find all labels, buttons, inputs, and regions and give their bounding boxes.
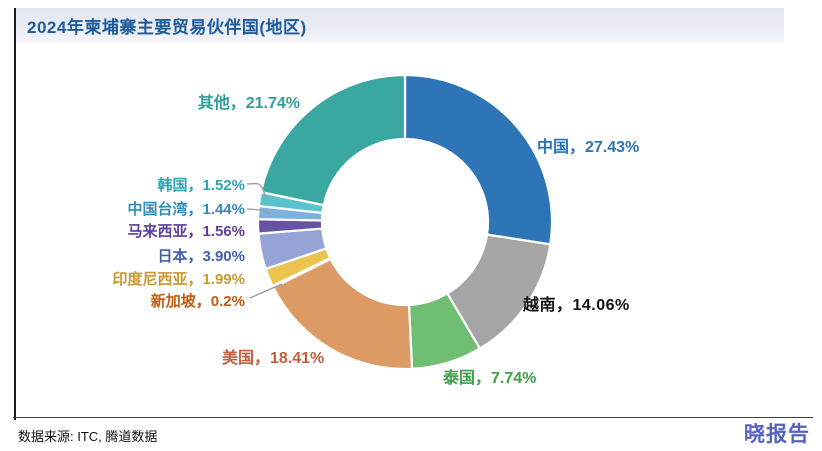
label-taiwan: 中国台湾，1.44% bbox=[127, 201, 245, 218]
leader-line-korea bbox=[246, 182, 266, 198]
label-others: 其他，21.74% bbox=[197, 95, 300, 112]
label-vietnam: 越南，14.06% bbox=[523, 297, 630, 314]
leader-line-singapore bbox=[249, 283, 283, 299]
label-indonesia: 印度尼西亚，1.99% bbox=[112, 271, 245, 288]
label-korea: 韩国，1.52% bbox=[157, 177, 245, 194]
label-thailand: 泰国，7.74% bbox=[443, 370, 537, 387]
left-border-line bbox=[14, 8, 16, 420]
label-china: 中国，27.43% bbox=[537, 139, 640, 156]
donut-slice-10 bbox=[259, 73, 407, 207]
label-malaysia: 马来西亚，1.56% bbox=[127, 223, 245, 240]
brand-logo-text: 晓报告 bbox=[744, 423, 810, 446]
label-japan: 日本，3.90% bbox=[157, 248, 245, 265]
data-source-note: 数据来源: ITC, 腾道数据 bbox=[18, 429, 158, 444]
label-usa: 美国，18.41% bbox=[222, 350, 325, 367]
leader-line-taiwan bbox=[246, 208, 272, 215]
chart-title-bar: 2024年柬埔寨主要贸易伙伴国(地区) bbox=[16, 8, 784, 42]
donut-slice-0 bbox=[403, 73, 554, 246]
label-singapore: 新加坡，0.2% bbox=[150, 293, 245, 310]
footer-divider-line bbox=[13, 417, 813, 418]
chart-title: 2024年柬埔寨主要贸易伙伴国(地区) bbox=[27, 17, 307, 37]
